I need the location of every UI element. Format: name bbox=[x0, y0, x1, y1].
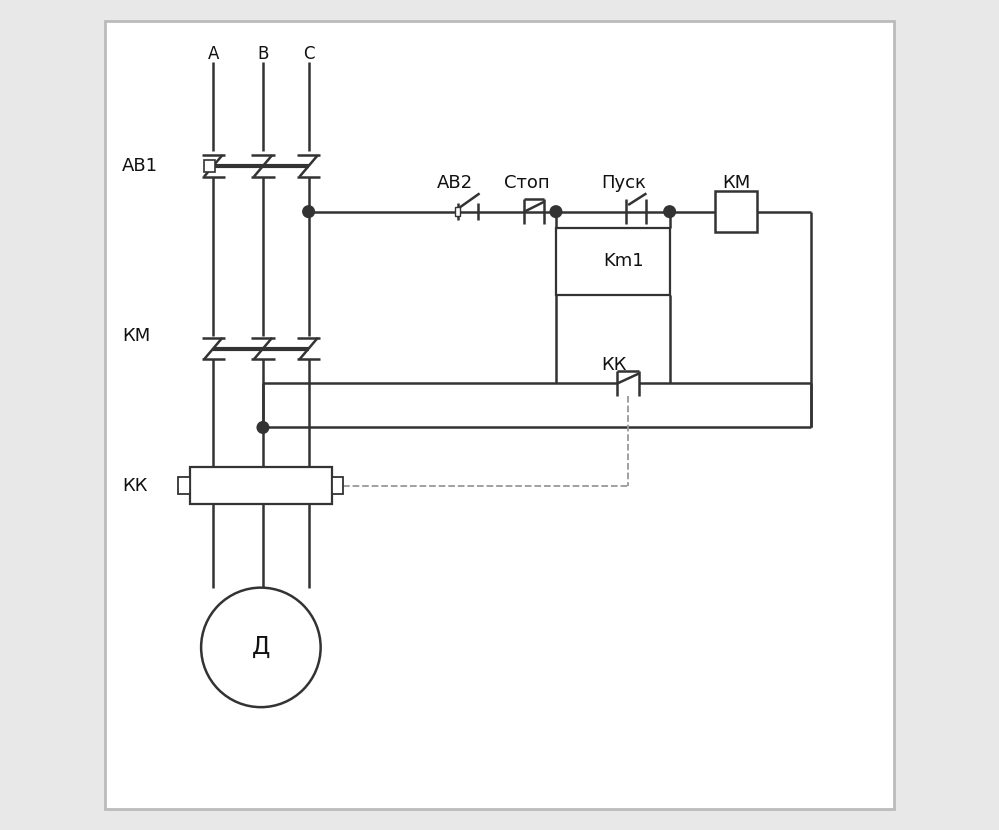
Text: АВ1: АВ1 bbox=[122, 157, 158, 175]
Circle shape bbox=[303, 206, 315, 217]
Text: Д: Д bbox=[252, 636, 270, 659]
Text: Пуск: Пуск bbox=[600, 173, 645, 192]
Circle shape bbox=[664, 206, 675, 217]
Circle shape bbox=[201, 588, 321, 707]
Circle shape bbox=[257, 422, 269, 433]
Bar bbox=[455, 208, 461, 216]
Text: Стоп: Стоп bbox=[504, 173, 550, 192]
Text: A: A bbox=[208, 45, 219, 63]
Text: C: C bbox=[303, 45, 315, 63]
Bar bbox=[178, 477, 190, 494]
Bar bbox=[190, 467, 332, 504]
Text: АВ2: АВ2 bbox=[438, 173, 474, 192]
Bar bbox=[204, 160, 215, 172]
Text: B: B bbox=[258, 45, 269, 63]
Bar bbox=[332, 477, 344, 494]
Text: Km1: Km1 bbox=[603, 252, 644, 271]
Text: КМ: КМ bbox=[122, 327, 150, 345]
Bar bbox=[715, 191, 757, 232]
Text: КМ: КМ bbox=[722, 173, 750, 192]
Text: КК: КК bbox=[600, 356, 626, 374]
Circle shape bbox=[550, 206, 561, 217]
Text: КК: КК bbox=[122, 476, 147, 495]
Bar bbox=[555, 228, 669, 295]
